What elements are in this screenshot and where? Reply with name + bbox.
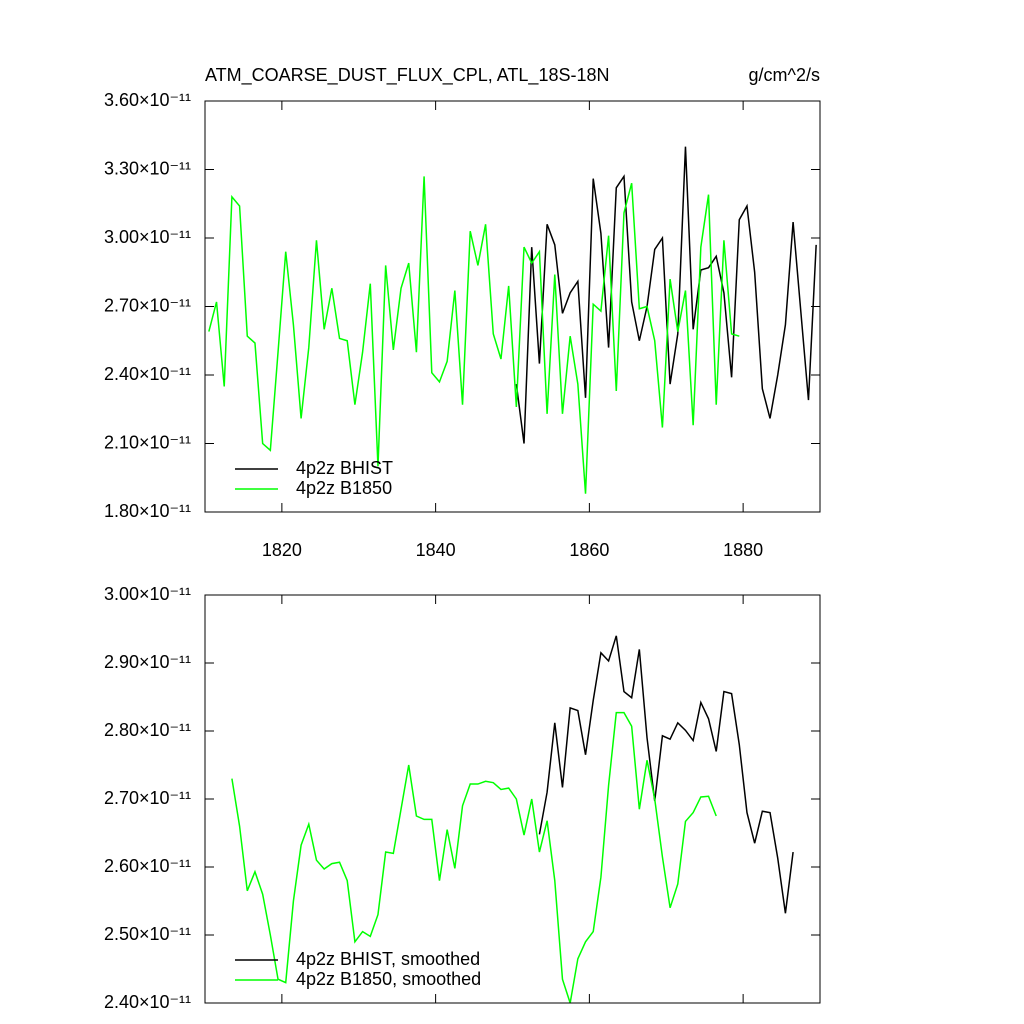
x-tick-label: 1840 xyxy=(416,540,456,560)
legend-label: 4p2z B1850 xyxy=(296,478,392,498)
legend-label: 4p2z B1850, smoothed xyxy=(296,969,481,989)
y-tick-label: 3.00×10⁻¹¹ xyxy=(104,227,191,247)
chart-title: ATM_COARSE_DUST_FLUX_CPL, ATL_18S-18N xyxy=(205,65,609,86)
y-tick-label: 2.90×10⁻¹¹ xyxy=(104,652,191,672)
y-tick-label: 2.70×10⁻¹¹ xyxy=(104,295,191,315)
x-tick-label: 1820 xyxy=(262,540,302,560)
series-line xyxy=(538,635,794,914)
plot-frame xyxy=(204,594,821,1004)
y-tick-label: 2.40×10⁻¹¹ xyxy=(104,364,191,384)
y-tick-label: 3.30×10⁻¹¹ xyxy=(104,158,191,178)
series-line xyxy=(231,711,717,1004)
plot-frame xyxy=(204,100,821,513)
y-tick-label: 2.40×10⁻¹¹ xyxy=(104,992,191,1012)
y-tick-label: 1.80×10⁻¹¹ xyxy=(104,501,191,521)
series-line xyxy=(515,146,817,444)
legend-label: 4p2z BHIST, smoothed xyxy=(296,949,480,969)
y-tick-label: 3.00×10⁻¹¹ xyxy=(104,584,191,604)
y-tick-label: 2.10×10⁻¹¹ xyxy=(104,432,191,452)
units-label: g/cm^2/s xyxy=(749,65,820,85)
legend-label: 4p2z BHIST xyxy=(296,458,393,478)
y-tick-label: 2.70×10⁻¹¹ xyxy=(104,788,191,808)
x-tick-label: 1860 xyxy=(569,540,609,560)
y-tick-label: 2.50×10⁻¹¹ xyxy=(104,924,191,944)
y-tick-label: 2.60×10⁻¹¹ xyxy=(104,856,191,876)
y-tick-label: 2.80×10⁻¹¹ xyxy=(104,720,191,740)
x-tick-label: 1880 xyxy=(723,540,763,560)
series-line xyxy=(208,176,740,494)
y-tick-label: 3.60×10⁻¹¹ xyxy=(104,90,191,110)
